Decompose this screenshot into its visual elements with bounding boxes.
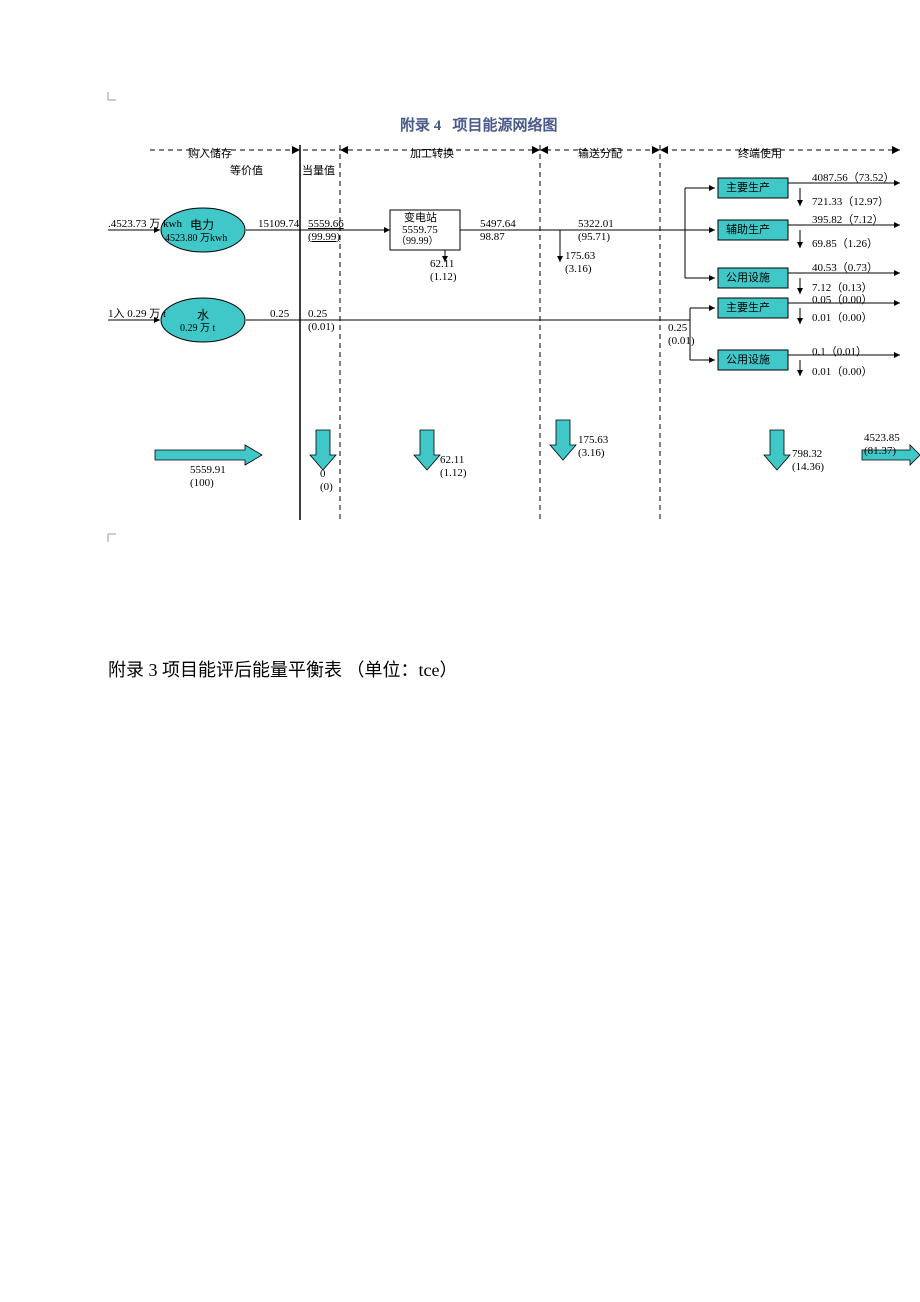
- v-5497: 5497.64 98.87: [480, 218, 516, 243]
- ellipse-power-l1: 电力: [190, 219, 214, 233]
- page: { "title": "附录 4 项目能源网络图", "subtitle": "…: [0, 0, 920, 1302]
- ellipse-water-l1: 水: [197, 309, 209, 323]
- r2b: 69.85（1.26）: [812, 238, 878, 251]
- ellipse-power-l2: 4523.80 万kwh: [165, 233, 227, 245]
- box-3: 公用设施: [726, 272, 770, 285]
- v-15109: 15109.74: [258, 218, 299, 231]
- r2a: 395.82（7.12）: [812, 214, 884, 227]
- box-1: 主要生产: [726, 182, 770, 195]
- v-6211-a: 62.11 (1.12): [430, 258, 457, 283]
- r4a: 0.05（0.00）: [812, 294, 873, 307]
- r1b: 721.33（12.97）: [812, 196, 889, 209]
- sub-l3: （99.99）: [396, 236, 439, 248]
- r4b: 0.01（0.00）: [812, 312, 873, 325]
- v-5559-66: 5559.66 (99.99): [308, 218, 344, 243]
- v-025a: 0.25: [270, 308, 289, 321]
- in-power: .4523.73 万 kwh: [108, 218, 182, 231]
- v-025-001: 0.25 (0.01): [308, 308, 335, 333]
- in-water: 1入 0.29 万 t: [108, 308, 166, 321]
- box-2: 辅助生产: [726, 224, 770, 237]
- r3a: 40.53（0.73）: [812, 262, 878, 275]
- box-4: 主要生产: [726, 302, 770, 315]
- r5b: 0.01（0.00）: [812, 366, 873, 379]
- tot-out: 4523.85 (81.37): [864, 432, 900, 457]
- v-025-r: 0.25 (0.01): [668, 322, 695, 347]
- tot-0: 0 (0): [320, 468, 333, 493]
- ellipse-water-l2: 0.29 万 t: [180, 323, 215, 335]
- tot-62: 62.11 (1.12): [440, 454, 467, 479]
- sub-l2: 5559.75: [402, 224, 438, 237]
- tot-in: 5559.91 (100): [190, 464, 226, 489]
- tot-175: 175.63 (3.16): [578, 434, 608, 459]
- r1a: 4087.56（73.52）: [812, 172, 895, 185]
- sub-l1: 变电站: [404, 212, 437, 225]
- v-175-a: 175.63 (3.16): [565, 250, 595, 275]
- appendix-3-title: 附录 3 项目能评后能量平衡表 （单位：tce）: [108, 656, 457, 682]
- box-5: 公用设施: [726, 354, 770, 367]
- v-5322: 5322.01 (95.71): [578, 218, 614, 243]
- r5a: 0.1（0.01）: [812, 346, 867, 359]
- tot-798: 798.32 (14.36): [792, 448, 824, 473]
- r3b: 7.12（0.13）: [812, 282, 873, 295]
